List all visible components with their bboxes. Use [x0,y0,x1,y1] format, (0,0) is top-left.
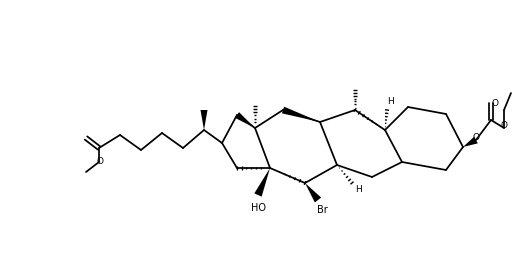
Polygon shape [254,168,270,197]
Text: H: H [355,185,361,195]
Text: O: O [492,99,498,107]
Text: O: O [500,121,508,131]
Text: O: O [473,134,479,142]
Text: O: O [97,157,103,167]
Polygon shape [235,112,255,128]
Polygon shape [463,137,478,147]
Text: Br: Br [316,205,327,215]
Polygon shape [282,107,320,122]
Polygon shape [201,110,207,130]
Polygon shape [305,183,321,202]
Text: H: H [387,98,393,106]
Text: HO: HO [251,203,266,213]
